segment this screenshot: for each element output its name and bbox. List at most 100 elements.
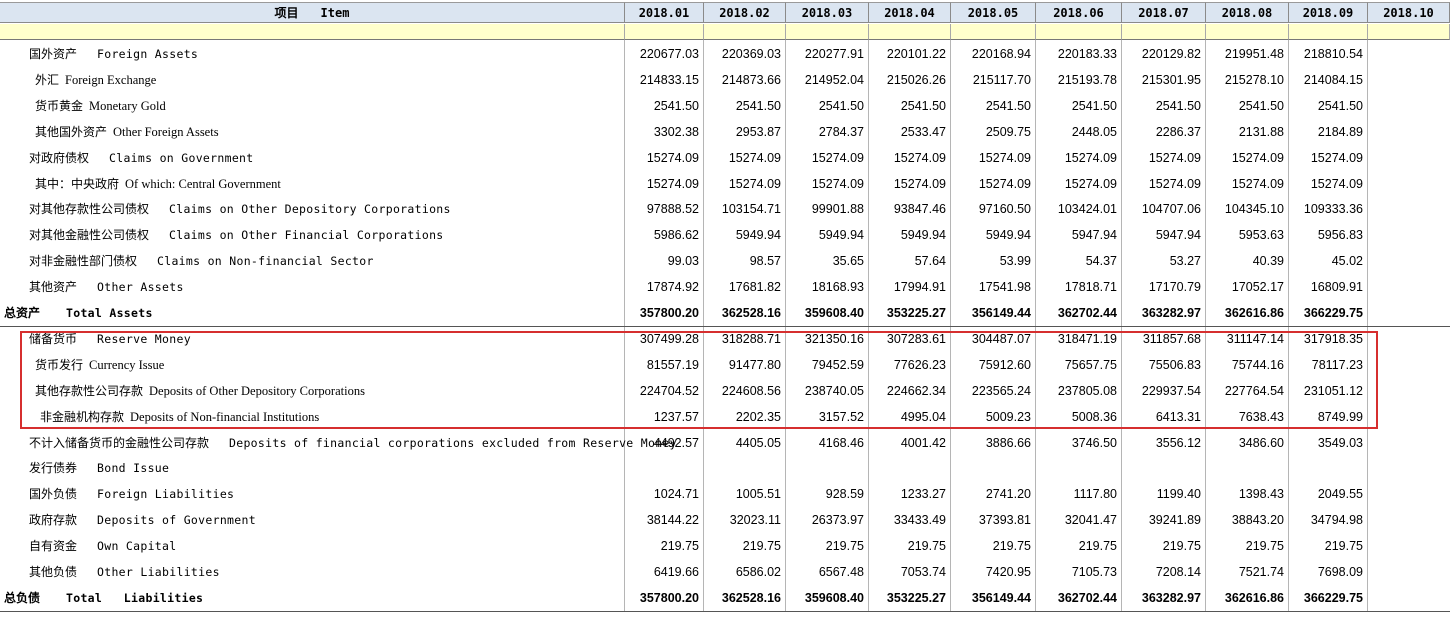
table-row: 储备货币 Reserve Money 307499.28 318288.71 32135… (0, 326, 1450, 352)
value-cell: 4405.05 (735, 436, 781, 450)
value-cell: 16809.91 (1310, 280, 1363, 294)
value-cell: 5008.36 (1071, 410, 1117, 424)
row-label-cn: 发行债券 (29, 461, 78, 475)
value-cell: 35.65 (832, 254, 864, 268)
value-cell: 215193.78 (1057, 73, 1117, 87)
spacer-cell (1122, 24, 1206, 40)
table-row: 对非金融性部门债权 Claims on Non-financial Sector 9… (0, 248, 1450, 274)
value-cell: 15274.09 (1310, 151, 1363, 165)
row-label: 对其他金融性公司债权 Claims on Other Financial Corp… (29, 222, 444, 248)
header-item-en: Item (320, 6, 350, 20)
value-cell: 2541.50 (1317, 99, 1363, 113)
value-cell: 353225.27 (886, 591, 946, 605)
row-label-cn: 对非金融性部门债权 (29, 254, 138, 268)
row-label-en: Deposits of financial corporations exclu… (229, 436, 677, 450)
value-cell: 362528.16 (721, 306, 781, 320)
value-cell (1122, 455, 1206, 481)
value-cell: 15274.09 (646, 177, 699, 191)
value-cell: 103154.71 (721, 202, 781, 216)
value-cell: 75744.16 (1231, 358, 1284, 372)
row-label-cn: 国外资产 (29, 47, 78, 61)
row-label-en: Other Liabilities (97, 565, 220, 579)
value-cell: 15274.09 (811, 177, 864, 191)
row-label-en: Foreign Exchange (65, 73, 157, 87)
value-cell: 8749.99 (1317, 410, 1363, 424)
value-cell: 1005.51 (735, 487, 781, 501)
row-label: 货币发行 Currency Issue (35, 352, 164, 378)
row-label: 政府存款 Deposits of Government (29, 507, 256, 533)
value-cell: 2541.50 (1071, 99, 1117, 113)
value-cell: 363282.97 (1141, 306, 1201, 320)
value-cell: 97160.50 (978, 202, 1031, 216)
value-cell: 15274.09 (1231, 177, 1284, 191)
value-cell: 75912.60 (978, 358, 1031, 372)
value-cell: 2741.20 (985, 487, 1031, 501)
value-cell: 7208.14 (1155, 565, 1201, 579)
value-cell: 307499.28 (639, 332, 699, 346)
value-cell: 224608.56 (721, 384, 781, 398)
value-cell: 2509.75 (985, 125, 1031, 139)
value-cell: 220129.82 (1141, 47, 1201, 61)
value-cell: 26373.97 (811, 513, 864, 527)
value-cell: 98.57 (749, 254, 781, 268)
value-cell: 307283.61 (886, 332, 946, 346)
table-row: 总资产 Total Assets 357800.20 362528.16 359608.… (0, 300, 1450, 326)
value-cell: 219.75 (1324, 539, 1363, 553)
header-period-2018.02: 2018.02 (704, 2, 786, 23)
table-row: 对政府债权 Claims on Government 15274.09 15274.0… (0, 145, 1450, 171)
value-cell: 53.27 (1169, 254, 1201, 268)
row-label: 其他国外资产 Other Foreign Assets (35, 119, 219, 145)
header-spacer-band (0, 24, 1450, 40)
value-cell: 75506.83 (1148, 358, 1201, 372)
table-row: 对其他金融性公司债权 Claims on Other Financial Corp… (0, 222, 1450, 248)
value-cell: 32041.47 (1064, 513, 1117, 527)
value-cell: 214952.04 (804, 73, 864, 87)
value-cell (1036, 455, 1122, 481)
row-label-cn: 其中：中央政府 (35, 177, 120, 191)
table-row: 货币发行 Currency Issue 81557.19 91477.80 79452.… (0, 352, 1450, 378)
value-cell: 1398.43 (1238, 487, 1284, 501)
spacer-cell (1289, 24, 1368, 40)
header-period-2018.10: 2018.10 (1368, 2, 1450, 23)
value-cell: 2448.05 (1071, 125, 1117, 139)
row-label-en: Claims on Other Financial Corporations (169, 228, 444, 242)
value-cell: 104345.10 (1224, 202, 1284, 216)
row-label-en: Foreign Assets (97, 47, 199, 61)
row-label-cn: 政府存款 (29, 513, 78, 527)
value-cell: 18168.93 (811, 280, 864, 294)
value-cell: 5947.94 (1071, 228, 1117, 242)
row-label-en: Deposits of Government (97, 513, 256, 527)
row-label-cn: 自有资金 (29, 539, 78, 553)
value-cell: 214833.15 (639, 73, 699, 87)
value-cell: 219.75 (742, 539, 781, 553)
table-row: 国外负债 Foreign Liabilities 1024.71 1005.51 928… (0, 481, 1450, 507)
value-cell: 5009.23 (985, 410, 1031, 424)
value-cell: 227764.54 (1224, 384, 1284, 398)
value-cell: 3157.52 (818, 410, 864, 424)
value-cell: 15274.09 (646, 151, 699, 165)
value-cell: 7638.43 (1238, 410, 1284, 424)
value-cell: 3556.12 (1155, 436, 1201, 450)
value-cell: 5949.94 (900, 228, 946, 242)
row-label-cn: 其他国外资产 (35, 125, 108, 139)
value-cell: 5949.94 (735, 228, 781, 242)
value-cell: 17541.98 (978, 280, 1031, 294)
value-cell: 237805.08 (1057, 384, 1117, 398)
value-cell: 33433.49 (893, 513, 946, 527)
value-cell: 6413.31 (1155, 410, 1201, 424)
row-label-en: Total Assets (66, 306, 153, 320)
value-cell: 6586.02 (735, 565, 781, 579)
value-cell: 220369.03 (721, 47, 781, 61)
row-label: 总负债 Total Liabilities (4, 585, 203, 611)
row-label-cn: 其他负债 (29, 565, 78, 579)
value-cell: 78117.23 (1311, 358, 1363, 372)
value-cell: 93847.46 (893, 202, 946, 216)
value-cell: 15274.09 (1231, 151, 1284, 165)
value-cell: 6419.66 (653, 565, 699, 579)
value-cell: 15274.09 (1064, 177, 1117, 191)
value-cell: 215117.70 (972, 73, 1031, 87)
row-label-cn: 国外负债 (29, 487, 78, 501)
value-cell: 15274.09 (1064, 151, 1117, 165)
value-cell: 311857.68 (1142, 332, 1201, 346)
